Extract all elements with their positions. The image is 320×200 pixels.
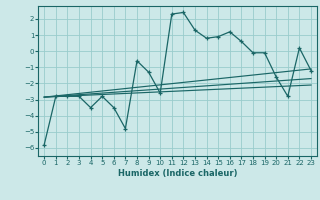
X-axis label: Humidex (Indice chaleur): Humidex (Indice chaleur) — [118, 169, 237, 178]
